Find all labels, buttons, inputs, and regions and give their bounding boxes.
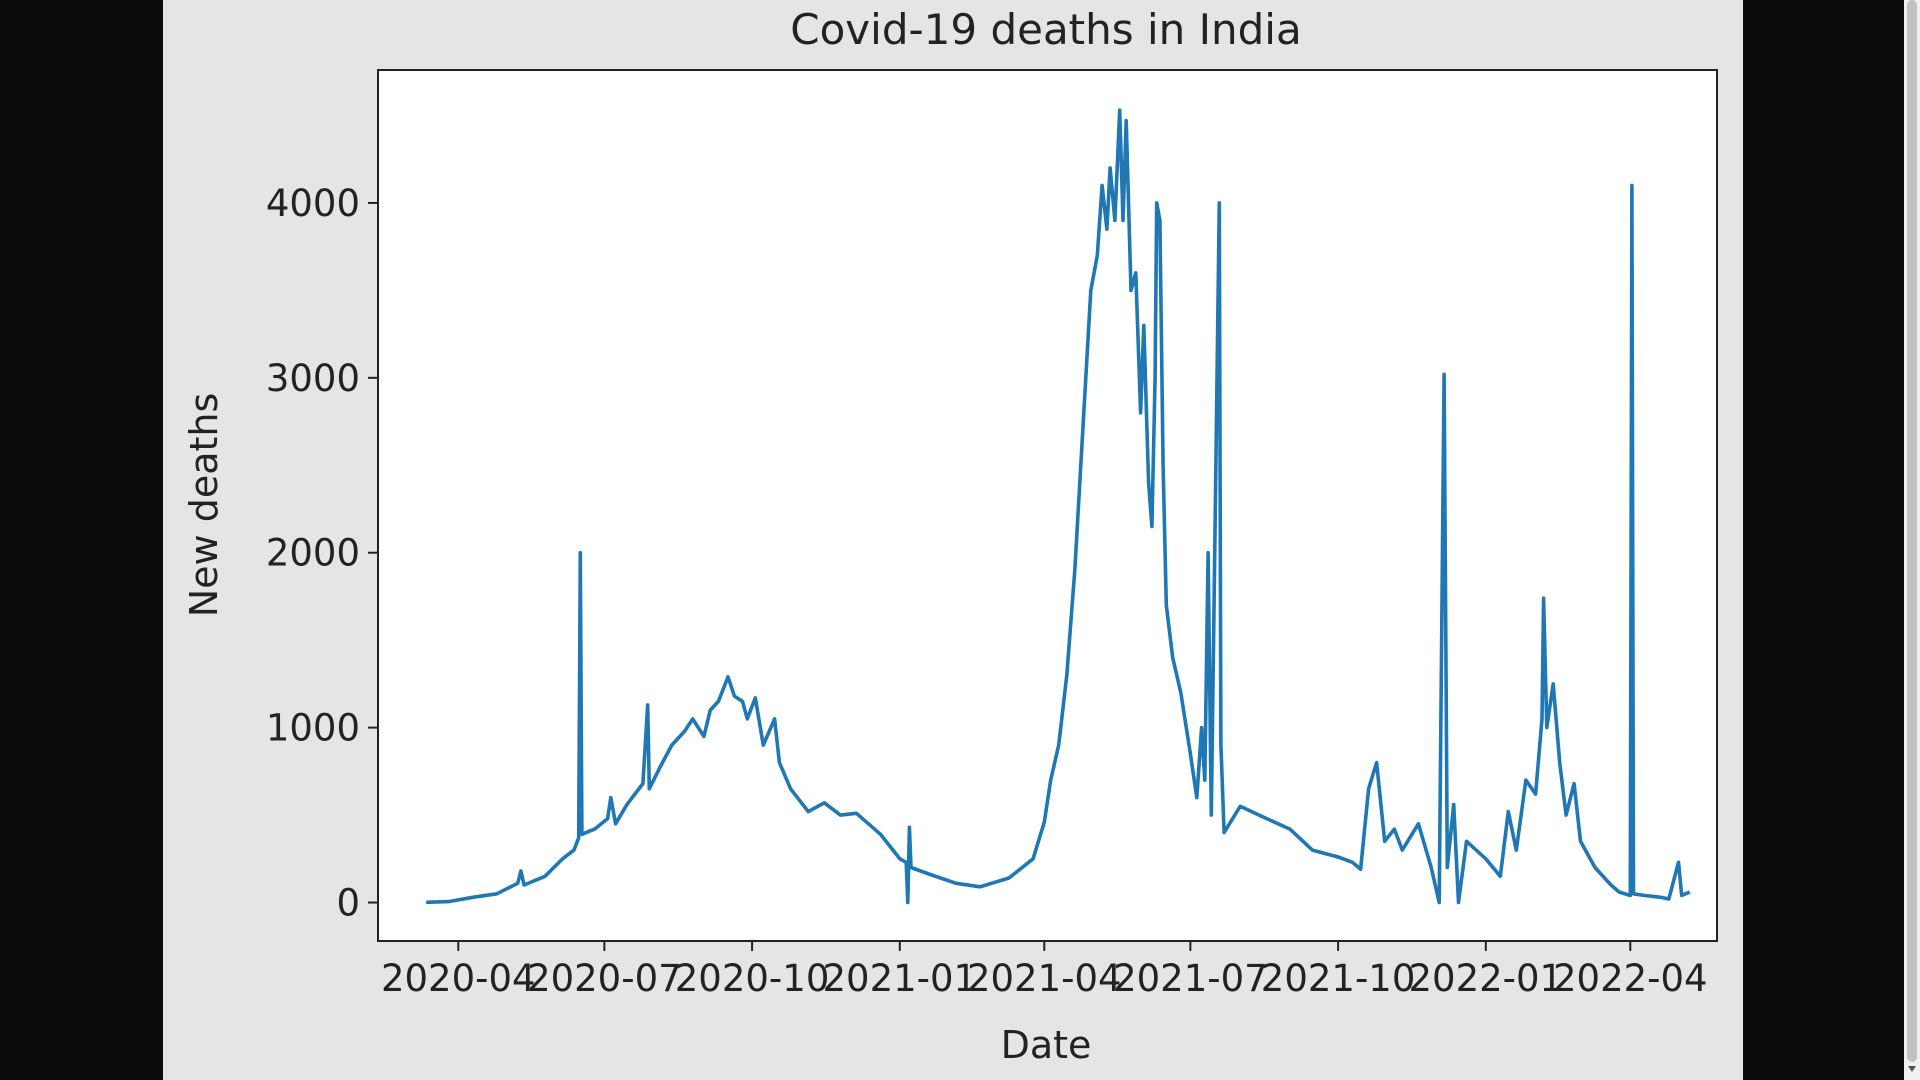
chart-title: Covid-19 deaths in India — [790, 5, 1301, 54]
axis-ticks: 010002000300040002020-042020-072020-1020… — [266, 182, 1708, 1000]
scrollbar-thumb[interactable] — [1907, 0, 1917, 1062]
x-tick-label: 2020-07 — [527, 957, 682, 1000]
scroll-down-arrow-icon[interactable] — [1908, 1066, 1916, 1072]
y-tick-label: 1000 — [266, 707, 360, 750]
x-tick-label: 2021-04 — [967, 957, 1122, 1000]
y-tick-label: 2000 — [266, 532, 360, 575]
y-axis-label: New deaths — [182, 393, 226, 618]
x-tick-label: 2021-01 — [822, 957, 977, 1000]
x-tick-label: 2020-04 — [381, 957, 536, 1000]
x-tick-label: 2021-07 — [1113, 957, 1268, 1000]
x-tick-label: 2020-10 — [675, 957, 830, 1000]
x-axis-label: Date — [1001, 1023, 1092, 1067]
x-tick-label: 2021-10 — [1261, 957, 1416, 1000]
series-line — [426, 108, 1691, 905]
y-tick-label: 4000 — [266, 182, 360, 225]
x-tick-label: 2022-04 — [1553, 957, 1708, 1000]
y-tick-label: 0 — [336, 882, 360, 925]
y-tick-label: 3000 — [266, 357, 360, 400]
x-tick-label: 2022-01 — [1409, 957, 1564, 1000]
plot-frame — [377, 69, 1718, 942]
